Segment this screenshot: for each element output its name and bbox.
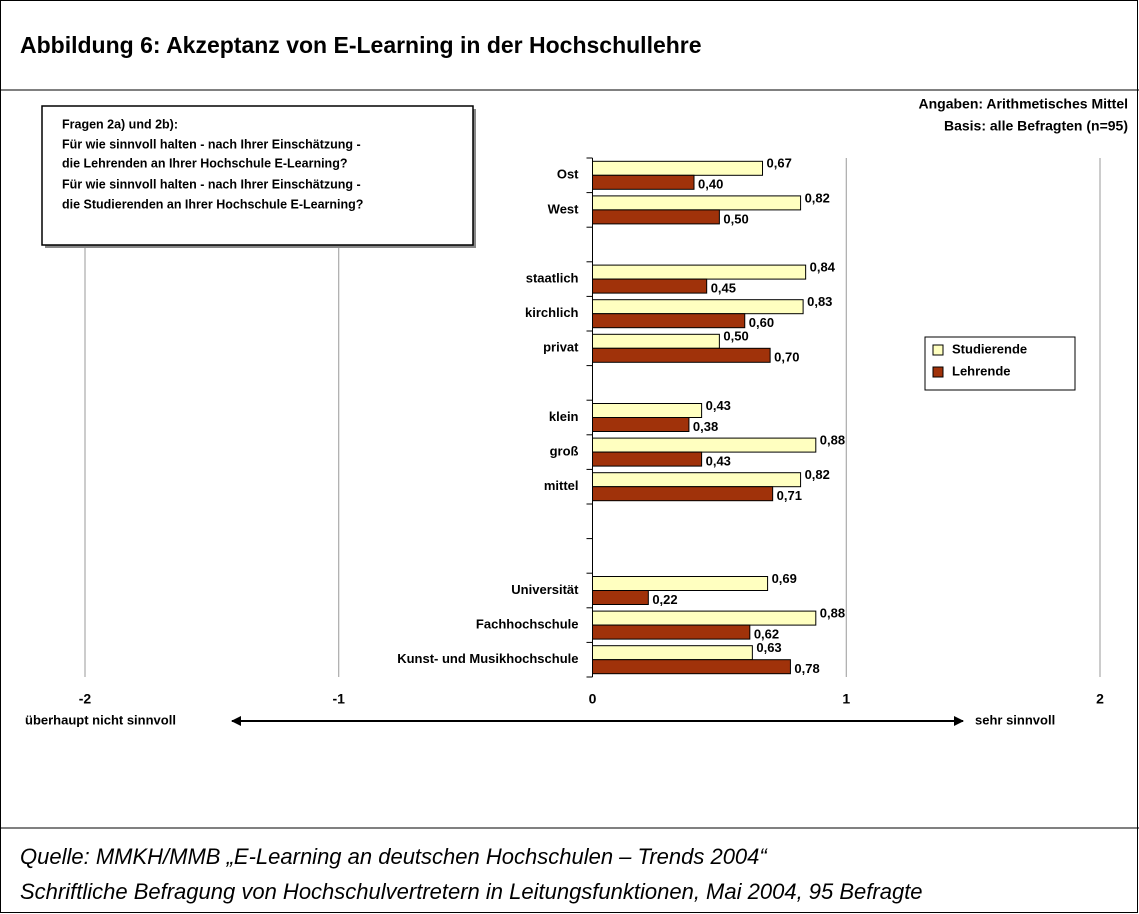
bar (592, 278, 708, 294)
plot: -2 -1 0 1 2 Ost 0,67 0,40 West 0,82 0,50 staatlich 0… (79, 156, 1104, 707)
legend-swatch (932, 366, 944, 378)
x-tick-label: 2 (1096, 691, 1104, 707)
category-label: privat (543, 340, 579, 355)
bar (592, 576, 769, 591)
legend-swatch (932, 344, 944, 356)
bar (592, 195, 802, 211)
legend-box (924, 336, 1076, 391)
bar (592, 403, 703, 418)
note: Angaben: Arithmetisches Mittel (918, 96, 1128, 112)
source: Schriftliche Befragung von Hochschulvert… (20, 879, 923, 904)
bar (592, 160, 764, 176)
category-label: Ost (557, 167, 579, 182)
value-label: 0,78 (794, 661, 819, 676)
bar (592, 437, 817, 453)
bar (592, 451, 703, 467)
category-label: groß (550, 444, 579, 459)
value-label: 0,50 (723, 329, 748, 344)
bar (592, 174, 695, 190)
value-label: 0,83 (807, 294, 832, 309)
value-label: 0,82 (805, 190, 830, 205)
question-line: Für wie sinnvoll halten - nach Ihrer Ein… (62, 177, 361, 191)
bar (592, 645, 753, 661)
category-label: Universität (511, 582, 579, 597)
question-line: die Studierenden an Ihrer Hochschule E-L… (62, 197, 363, 211)
bar (592, 299, 804, 315)
bar (592, 486, 774, 502)
value-label: 0,71 (777, 488, 802, 503)
value-label: 0,67 (767, 156, 792, 171)
value-label: 0,84 (810, 260, 836, 275)
legend-label: Studierende (952, 341, 1027, 356)
value-label: 0,38 (693, 419, 718, 434)
bar (592, 659, 791, 675)
value-label: 0,70 (774, 350, 799, 365)
source: Quelle: MMKH/MMB „E-Learning an deutsche… (20, 844, 768, 869)
bar (592, 209, 720, 225)
legend: Studierende Lehrende (924, 336, 1076, 391)
bar (592, 333, 720, 349)
bar (592, 313, 746, 329)
note: Basis: alle Befragten (n=95) (944, 118, 1128, 134)
value-label: 0,40 (698, 177, 723, 192)
bar (592, 347, 771, 363)
value-label: 0,43 (706, 398, 731, 413)
value-label: 0,62 (754, 627, 779, 642)
bar (592, 264, 807, 280)
category-label: Kunst- und Musikhochschule (397, 651, 578, 666)
value-label: 0,82 (805, 467, 830, 482)
category-label: mittel (544, 478, 579, 493)
value-label: 0,43 (706, 454, 731, 469)
x-tick-label: 0 (589, 691, 597, 707)
bar (592, 624, 751, 640)
legend-label: Lehrende (952, 363, 1011, 378)
x-tick-label: 1 (842, 691, 850, 707)
value-label: 0,69 (772, 571, 797, 586)
question-line: Für wie sinnvoll halten - nach Ihrer Ein… (62, 137, 361, 151)
category-label: Fachhochschule (476, 617, 579, 632)
value-label: 0,22 (652, 592, 677, 607)
category-label: staatlich (526, 271, 579, 286)
question-line: Fragen 2a) und 2b): (62, 117, 178, 131)
chart-title: Abbildung 6: Akzeptanz von E-Learning in… (20, 32, 702, 58)
bar (592, 590, 649, 605)
value-label: 0,63 (756, 640, 781, 655)
box (41, 105, 474, 246)
x-tick-label: -1 (333, 691, 346, 707)
question-box: Fragen 2a) und 2b): Für wie sinnvoll hal… (41, 105, 476, 248)
bar (592, 417, 690, 432)
value-label: 0,88 (820, 433, 845, 448)
bar (592, 472, 802, 488)
bar (592, 610, 817, 626)
value-label: 0,45 (711, 281, 736, 296)
axis-right-label: sehr sinnvoll (975, 712, 1055, 727)
x-tick-label: -2 (79, 691, 92, 707)
value-label: 0,88 (820, 606, 845, 621)
question-line: die Lehrenden an Ihrer Hochschule E-Lear… (62, 156, 347, 170)
value-label: 0,50 (723, 211, 748, 226)
category-label: kirchlich (525, 305, 579, 320)
category-label: West (548, 201, 579, 216)
category-label: klein (549, 409, 579, 424)
axis-left-label: überhaupt nicht sinnvoll (25, 712, 176, 727)
value-label: 0,60 (749, 315, 774, 330)
